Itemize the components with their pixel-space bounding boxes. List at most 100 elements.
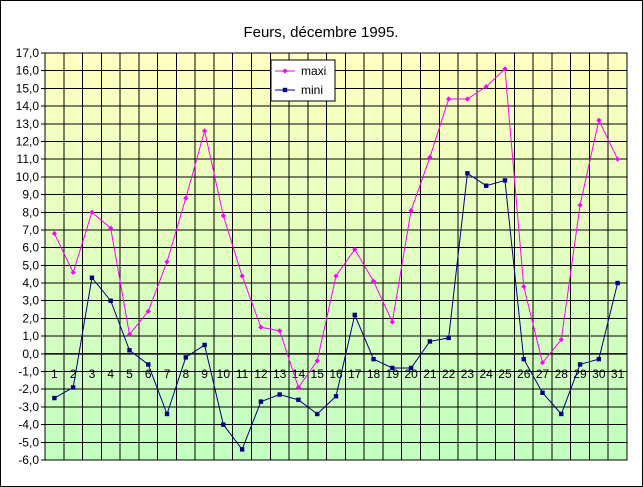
data-point-mini (146, 362, 151, 367)
data-point-mini (315, 411, 320, 417)
x-tick-label: 4 (107, 367, 114, 381)
y-tick-label: 11,0 (17, 152, 40, 166)
data-point-mini (108, 298, 113, 303)
data-point-maxi (389, 319, 395, 325)
data-point-mini (127, 348, 132, 353)
x-tick-label: 27 (536, 367, 550, 381)
data-point-mini (70, 385, 76, 390)
data-point-mini (559, 411, 564, 417)
data-point-maxi (446, 96, 452, 102)
data-point-mini (221, 422, 226, 427)
data-point-maxi (183, 195, 189, 201)
x-tick-label: 5 (126, 367, 133, 381)
data-point-maxi (483, 84, 489, 90)
y-tick-label: -4,0 (18, 418, 39, 432)
data-point-maxi (615, 156, 621, 162)
y-tick-label: 8,0 (22, 205, 39, 219)
data-point-mini (202, 342, 207, 348)
data-point-mini (258, 399, 264, 404)
y-tick-label: 0,0 (22, 347, 39, 361)
data-point-mini (277, 392, 282, 397)
x-tick-label: 12 (254, 367, 268, 381)
x-tick-label: 8 (182, 367, 189, 381)
data-point-mini (390, 365, 395, 371)
data-point-maxi (502, 66, 508, 72)
data-point-maxi (51, 230, 57, 237)
y-tick-label: 17,0 (16, 46, 40, 60)
data-point-mini (427, 339, 433, 344)
x-tick-label: 15 (311, 367, 325, 381)
y-tick-label: 9,0 (22, 188, 39, 202)
data-point-maxi (314, 358, 320, 364)
x-tick-label: 22 (442, 367, 456, 381)
x-tick-label: 6 (145, 367, 152, 381)
x-tick-label: 28 (555, 367, 569, 381)
x-tick-label: 11 (236, 367, 249, 381)
legend-box (270, 59, 336, 102)
plot-border (44, 52, 628, 461)
data-point-mini (164, 411, 170, 417)
data-point-mini (577, 362, 583, 367)
data-point-mini (408, 365, 414, 371)
data-point-maxi (277, 328, 283, 334)
y-tick-label: 1,0 (22, 329, 39, 343)
x-tick-label: 26 (517, 367, 531, 381)
data-point-mini (446, 335, 451, 341)
data-point-mini (296, 397, 301, 403)
x-tick-label: 3 (89, 367, 96, 381)
data-point-mini (52, 395, 57, 401)
data-point-maxi (577, 202, 583, 208)
x-tick-label: 9 (201, 367, 208, 381)
x-tick-label: 31 (611, 367, 625, 381)
data-point-mini (502, 178, 508, 183)
x-tick-label: 2 (70, 367, 77, 381)
y-tick-label: 13,0 (16, 117, 40, 131)
data-point-maxi (408, 207, 414, 214)
data-point-maxi (220, 213, 226, 219)
y-tick-label: 7,0 (22, 223, 39, 237)
y-tick-label: 15,0 (16, 81, 40, 95)
data-point-mini (183, 355, 189, 360)
data-point-mini (333, 394, 339, 399)
legend-label-maxi: maxi (301, 64, 326, 78)
data-point-mini (540, 390, 545, 395)
x-tick-label: 30 (592, 367, 606, 381)
y-tick-label: 12,0 (16, 134, 40, 148)
x-tick-label: 16 (329, 367, 343, 381)
legend-marker-maxi (282, 68, 288, 74)
x-tick-label: 23 (461, 367, 475, 381)
data-point-mini (483, 183, 489, 188)
data-point-maxi (295, 384, 302, 391)
y-tick-label: 5,0 (22, 258, 39, 272)
x-tick-label: 20 (404, 367, 418, 381)
data-point-maxi (108, 225, 114, 231)
data-point-mini (89, 275, 95, 280)
y-tick-label: 2,0 (22, 311, 39, 325)
data-point-mini (596, 356, 602, 362)
data-point-mini (239, 447, 245, 452)
y-tick-label: 16,0 (16, 64, 40, 78)
legend: maxi mini (270, 59, 336, 102)
chart-title: Feurs, décembre 1995. (243, 24, 398, 41)
data-point-maxi (558, 337, 564, 343)
data-point-mini (352, 312, 357, 318)
y-tick-label: -6,0 (18, 453, 39, 467)
x-tick-label: 7 (164, 367, 171, 381)
data-point-maxi (239, 273, 245, 279)
data-point-mini (615, 280, 620, 286)
data-point-maxi (464, 96, 471, 102)
data-point-maxi (596, 117, 602, 123)
data-point-mini (371, 356, 376, 362)
data-point-maxi (201, 128, 208, 134)
x-tick-label: 24 (480, 367, 494, 381)
y-tick-label: -2,0 (18, 382, 39, 396)
data-point-maxi (352, 246, 358, 253)
data-point-maxi (370, 278, 377, 284)
data-point-maxi (427, 154, 433, 161)
x-tick-label: 18 (367, 367, 381, 381)
data-point-maxi (126, 331, 133, 337)
data-point-maxi (70, 269, 76, 276)
x-tick-label: 19 (386, 367, 400, 381)
plot-background (45, 53, 627, 460)
